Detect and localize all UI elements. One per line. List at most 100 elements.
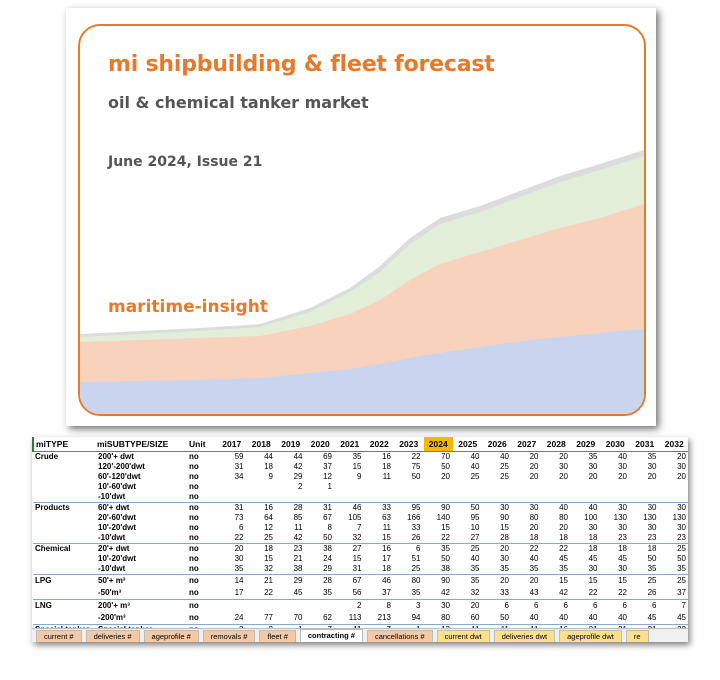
cell-value[interactable]: 20 [453,599,483,612]
cell-misubtype[interactable]: -50'm³ [98,588,122,597]
header-year[interactable]: 2028 [541,437,571,452]
cell-value[interactable] [424,482,454,492]
cell-value[interactable]: 22 [541,543,571,554]
cell-value[interactable]: 23 [647,533,657,542]
cell-misubtype[interactable]: -10'dwt [98,492,126,501]
cell-value[interactable]: 90 [423,502,453,513]
cell-value[interactable]: 80 [441,613,450,622]
cell-value[interactable]: 24 [234,613,244,622]
cell-value[interactable]: 30 [482,502,512,513]
cell-value[interactable]: 37 [382,588,391,597]
cell-value[interactable]: 95 [470,513,480,522]
cell-value[interactable] [276,599,306,612]
cell-value[interactable] [247,482,277,492]
cell-value[interactable]: 20 [677,452,686,461]
cell-value[interactable]: 113 [348,613,362,622]
cell-unit[interactable]: no [187,502,217,513]
header-misubtype[interactable]: miSUBTYPE/SIZE [95,437,187,452]
cell-value[interactable]: 40 [470,462,480,471]
cell-misubtype[interactable]: 20'+ dwt [95,543,187,554]
cell-value[interactable]: 16 [382,452,391,461]
cell-value[interactable]: 25 [659,574,688,587]
cell-misubtype[interactable]: 10'-60'dwt [98,482,137,491]
cell-value[interactable]: 15 [571,574,601,587]
cell-value[interactable]: 26 [411,533,421,542]
cell-value[interactable]: 22 [234,533,244,542]
cell-value[interactable]: 130 [643,513,657,522]
cell-value[interactable]: 31 [305,502,335,513]
cell-misubtype[interactable]: 60'+ dwt [95,502,187,513]
cell-value[interactable]: 18 [559,533,568,542]
cell-value[interactable]: 23 [677,533,686,542]
cell-value[interactable]: 46 [335,502,365,513]
cell-unit[interactable]: no [189,462,199,471]
cell-value[interactable]: 45 [559,554,568,563]
cell-value[interactable] [601,482,631,492]
cell-value[interactable]: 15 [352,554,362,563]
cell-value[interactable]: 51 [411,554,421,563]
header-year[interactable]: 2031 [630,437,660,452]
cell-value[interactable]: 80 [529,513,539,522]
cell-unit[interactable]: no [189,513,199,522]
cell-value[interactable]: 25 [470,472,480,481]
cell-value[interactable]: 17 [234,588,244,597]
cell-value[interactable]: 34 [234,472,244,481]
cell-value[interactable]: 12 [323,472,332,481]
cell-misubtype[interactable]: 10'-20'dwt [98,523,137,532]
cell-value[interactable]: 10 [470,523,480,532]
cell-value[interactable]: 40 [618,613,627,622]
header-year[interactable]: 2021 [335,437,365,452]
cell-value[interactable] [542,492,572,503]
header-year[interactable]: 2030 [600,437,630,452]
cell-value[interactable]: 18 [571,543,601,554]
cell-value[interactable] [217,492,247,503]
cell-value[interactable]: 22 [411,452,421,461]
cell-value[interactable]: 50 [500,613,509,622]
cell-misubtype[interactable]: 50'+ m³ [95,574,187,587]
cell-value[interactable]: 130 [672,513,686,522]
cell-value[interactable] [394,482,424,492]
cell-value[interactable]: 24 [323,554,332,563]
cell-value[interactable]: 20 [512,574,542,587]
cell-value[interactable]: 11 [382,523,391,532]
cell-misubtype[interactable]: -10'dwt [98,564,126,573]
cell-value[interactable]: 105 [348,513,362,522]
cell-value[interactable]: 25 [500,472,509,481]
cell-value[interactable] [542,482,572,492]
cell-value[interactable] [512,492,542,503]
cell-value[interactable] [305,599,335,612]
cell-value[interactable]: 9 [357,472,362,481]
cell-value[interactable]: 8 [364,599,394,612]
cell-value[interactable]: 23 [618,533,627,542]
cell-value[interactable] [483,492,513,503]
cell-value[interactable]: 35 [500,564,509,573]
cell-value[interactable]: 28 [500,533,509,542]
cell-value[interactable]: 27 [335,543,365,554]
cell-value[interactable]: 40 [529,554,539,563]
sheet-tab[interactable]: deliveries # [85,630,140,642]
cell-value[interactable]: 75 [411,462,421,471]
cell-value[interactable]: 166 [407,513,421,522]
cell-value[interactable]: 30 [677,462,686,471]
cell-value[interactable]: 67 [335,574,365,587]
cell-value[interactable]: 2 [335,599,365,612]
cell-value[interactable]: 69 [323,452,332,461]
cell-mitype[interactable]: Products [33,502,95,513]
cell-value[interactable] [453,492,483,503]
cell-value[interactable]: 20 [647,472,657,481]
cell-value[interactable] [483,482,513,492]
cell-value[interactable]: 40 [500,452,509,461]
cell-misubtype[interactable]: 20'-60'dwt [98,513,137,522]
cell-value[interactable]: 12 [264,523,273,532]
cell-value[interactable] [453,482,483,492]
cell-value[interactable]: 20 [441,472,450,481]
cell-value[interactable] [247,492,277,503]
cell-value[interactable]: 18 [600,543,630,554]
cell-value[interactable]: 38 [293,564,303,573]
cell-value[interactable]: 37 [677,588,686,597]
cell-value[interactable]: 20 [677,472,686,481]
cell-value[interactable]: 15 [500,523,509,532]
cell-unit[interactable]: no [189,588,199,597]
cell-value[interactable] [394,492,424,503]
cell-value[interactable]: 40 [470,452,480,461]
